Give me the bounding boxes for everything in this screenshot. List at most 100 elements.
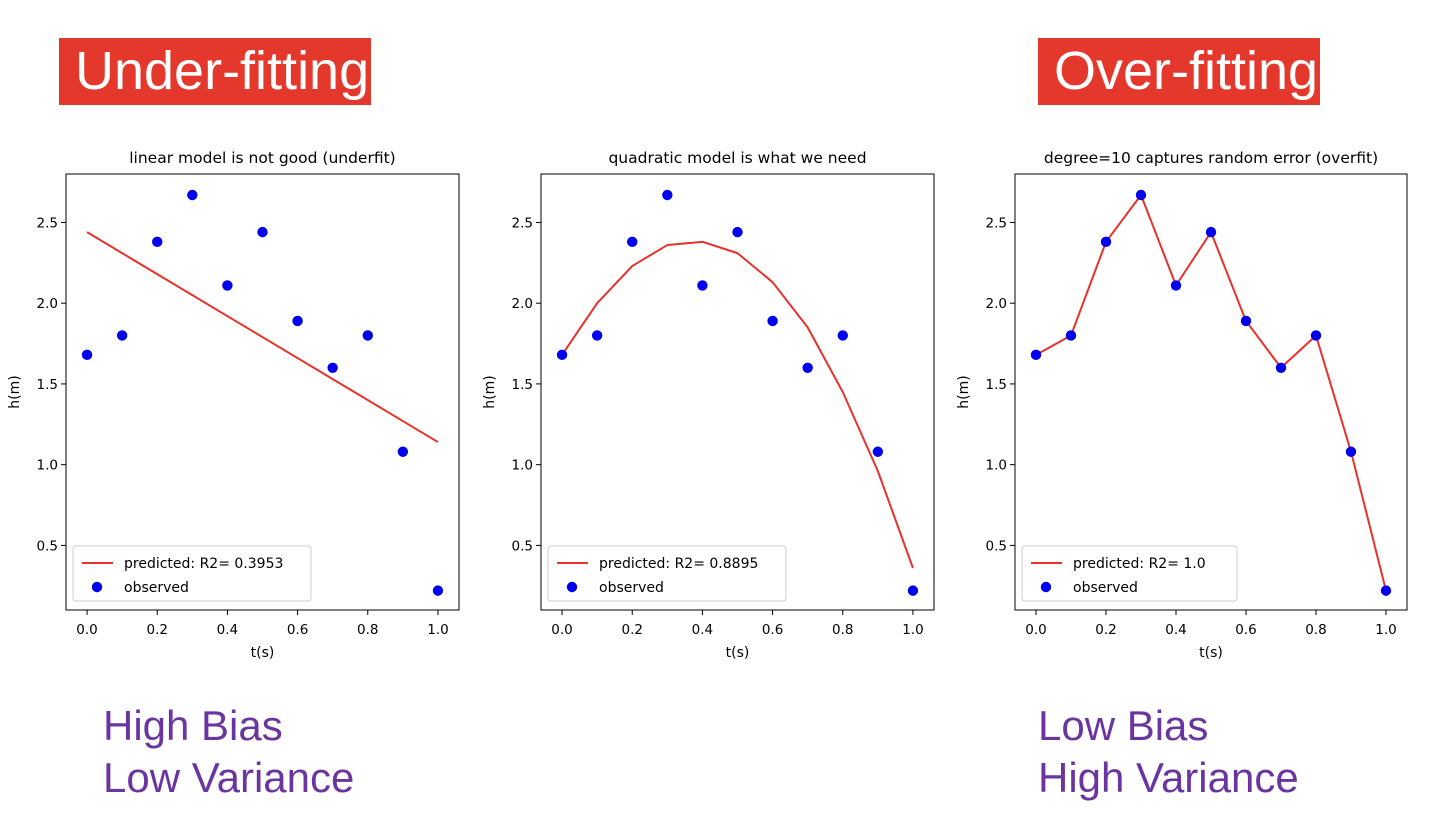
high-bias-label: High Bias (103, 702, 283, 749)
legend-label-predicted: predicted: R2= 1.0 (1073, 556, 1206, 572)
observed-point (802, 362, 813, 373)
y-tick-label: 2.5 (512, 215, 533, 231)
y-tick-label: 1.0 (37, 458, 58, 474)
observed-point (837, 330, 848, 341)
legend-label-observed: observed (1073, 580, 1138, 596)
x-axis-label: t(s) (1199, 645, 1223, 661)
observed-point (327, 362, 338, 373)
y-tick-label: 2.5 (37, 215, 58, 231)
plot-frame (1014, 173, 1408, 611)
x-tick-label: 0.2 (1095, 622, 1116, 638)
observed-point (1100, 236, 1112, 248)
legend-label-observed: observed (124, 580, 189, 596)
observed-point (1205, 226, 1217, 238)
y-tick-label: 1.0 (512, 458, 533, 474)
y-tick-label: 0.5 (512, 538, 533, 554)
plot-frame (65, 173, 460, 611)
x-tick-label: 0.4 (1165, 622, 1186, 638)
observed-point (767, 315, 778, 327)
observed-point (152, 236, 163, 248)
observed-point (627, 236, 638, 248)
underfitting-heading: Under-fitting (59, 38, 372, 105)
x-tick-label: 0.6 (1235, 622, 1256, 638)
y-tick-label: 1.5 (986, 377, 1007, 393)
observed-point (662, 189, 673, 201)
legend-box (1021, 545, 1238, 602)
y-tick-label: 1.5 (512, 377, 533, 393)
observed-point (1275, 362, 1287, 373)
observed-point (591, 330, 603, 341)
y-tick-label: 2.5 (986, 215, 1007, 231)
observed-point (872, 446, 884, 457)
observed-point (187, 189, 198, 201)
observed-point (257, 226, 268, 238)
y-tick-label: 2.0 (512, 296, 533, 312)
low-bias-label: Low Bias (1038, 702, 1209, 749)
observed-point (907, 585, 919, 596)
observed-point (732, 226, 743, 238)
y-tick-label: 2.0 (37, 296, 58, 312)
x-tick-label: 1.0 (1375, 622, 1396, 638)
y-axis-label: h(m) (7, 375, 23, 408)
x-tick-label: 1.0 (427, 622, 448, 638)
observed-point (556, 349, 568, 361)
observed-point (432, 585, 444, 596)
observed-point (292, 315, 303, 327)
x-tick-label: 1.0 (902, 622, 923, 638)
y-axis-label: h(m) (482, 375, 498, 408)
chart-panel-3: degree=10 captures random error (overfit… (956, 149, 1408, 661)
chart-title: linear model is not good (underfit) (129, 149, 395, 167)
y-tick-label: 2.0 (986, 296, 1007, 312)
observed-point (1345, 446, 1357, 457)
observed-point (1065, 330, 1077, 341)
x-tick-label: 0.8 (1305, 622, 1326, 638)
chart-title: degree=10 captures random error (overfit… (1044, 149, 1378, 167)
observed-point (1030, 349, 1042, 361)
y-axis-label: h(m) (956, 375, 972, 408)
y-tick-label: 1.5 (37, 377, 58, 393)
legend-swatch-observed (566, 581, 578, 593)
observed-point (397, 446, 409, 457)
observed-point (1380, 585, 1392, 596)
overfitting-heading: Over-fitting (1038, 38, 1321, 105)
observed-point (1240, 315, 1252, 327)
chart-panel-1: linear model is not good (underfit) 0.0 0.… (7, 149, 460, 661)
observed-point (1170, 280, 1182, 291)
predicted-line (86, 231, 439, 443)
observed-point (1310, 330, 1322, 341)
legend-label-observed: observed (599, 580, 664, 596)
x-tick-label: 0.0 (76, 622, 97, 638)
x-tick-label: 0.2 (621, 622, 642, 638)
x-axis-label: t(s) (251, 645, 275, 661)
x-tick-label: 0.0 (1025, 622, 1046, 638)
x-axis-label: t(s) (726, 645, 750, 661)
x-tick-label: 0.0 (551, 622, 572, 638)
chart-title: quadratic model is what we need (608, 149, 866, 167)
y-tick-label: 0.5 (986, 538, 1007, 554)
low-variance-label: Low Variance (103, 754, 355, 801)
observed-point (81, 349, 93, 361)
legend-label-predicted: predicted: R2= 0.3953 (124, 556, 283, 572)
x-tick-label: 0.6 (287, 622, 308, 638)
x-tick-label: 0.8 (832, 622, 853, 638)
high-variance-label: High Variance (1038, 754, 1299, 801)
legend-box (72, 545, 312, 602)
legend-swatch-observed (91, 581, 103, 593)
observed-point (116, 330, 128, 341)
observed-point (222, 280, 233, 291)
predicted-line (1035, 193, 1387, 591)
observed-point (1135, 189, 1147, 201)
chart-panel-2: quadratic model is what we need 0.0 0.2 0.4… (482, 149, 935, 661)
legend-label-predicted: predicted: R2= 0.8895 (599, 556, 758, 572)
x-tick-label: 0.6 (762, 622, 783, 638)
underfitting-note: High Bias Low Variance (103, 700, 354, 804)
observed-point (697, 280, 708, 291)
legend-box (547, 545, 787, 602)
x-tick-label: 0.4 (217, 622, 238, 638)
x-tick-label: 0.8 (357, 622, 378, 638)
observed-point (362, 330, 373, 341)
plot-frame (540, 173, 935, 611)
y-tick-label: 1.0 (986, 458, 1007, 474)
x-tick-label: 0.4 (692, 622, 713, 638)
